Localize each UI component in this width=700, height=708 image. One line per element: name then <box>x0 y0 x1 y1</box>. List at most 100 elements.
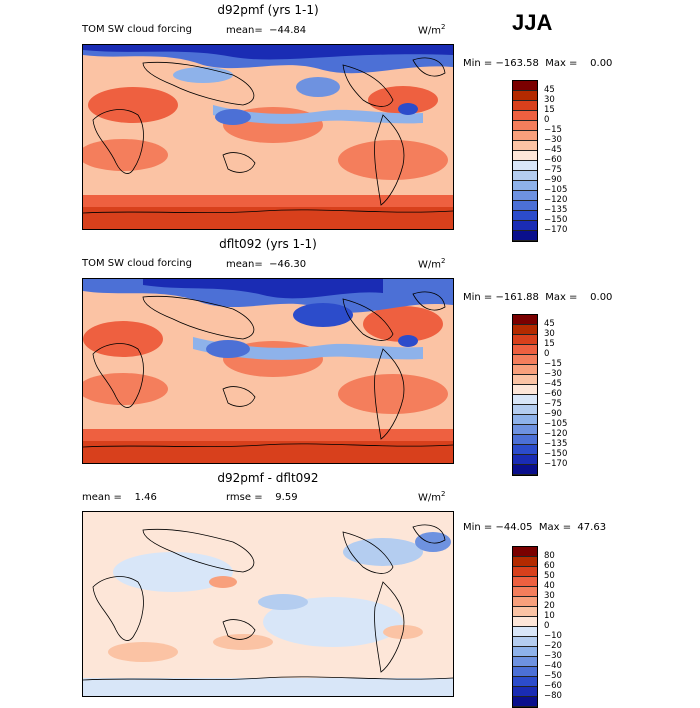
colorbar-swatch <box>513 607 537 617</box>
colorbar-swatch <box>513 577 537 587</box>
colorbar-swatch <box>513 637 537 647</box>
colorbar-level-label: 0 <box>544 115 550 125</box>
panel3-units: W/m2 <box>418 490 445 503</box>
colorbar-swatch <box>513 315 537 325</box>
colorbar-swatch <box>513 597 537 607</box>
colorbar-swatch <box>513 445 537 455</box>
units-text: W/m <box>418 259 441 271</box>
panel2-colorbar-labels: 45 30 15 0 −15 −30 −45 −60 −75 −90 −105 −120 −135 −15… <box>544 319 567 469</box>
colorbar-swatch <box>513 465 537 475</box>
colorbar-level-label: −120 <box>544 195 568 205</box>
colorbar-level-label: 40 <box>544 581 555 591</box>
panel1-colorbar-labels: 45 30 15 0 −15 −30 −45 −60 −75 −90 −105 −120 −135 −15… <box>544 85 567 235</box>
colorbar-level-label: 0 <box>544 621 550 631</box>
panel2-colorbar <box>512 314 538 476</box>
colorbar-swatch <box>513 345 537 355</box>
panel1-mean: mean= −44.84 <box>226 25 307 36</box>
colorbar-swatch <box>513 81 537 91</box>
panel1-map <box>82 44 454 230</box>
colorbar-swatch <box>513 547 537 557</box>
panel2-variable: TOM SW cloud forcing <box>82 258 192 269</box>
panel2-mean: mean= −46.30 <box>226 259 307 270</box>
colorbar-level-label: −135 <box>544 439 568 449</box>
units-exponent: 2 <box>441 490 446 498</box>
panel3-mean: mean = 1.46 <box>82 492 157 503</box>
colorbar-swatch <box>513 191 537 201</box>
panel1-colorbar <box>512 80 538 242</box>
panel2-title: dflt092 (yrs 1-1) <box>219 237 317 251</box>
colorbar-swatch <box>513 335 537 345</box>
colorbar-level-label: −15 <box>544 125 562 135</box>
colorbar-swatch <box>513 101 537 111</box>
colorbar-level-label: −75 <box>544 165 562 175</box>
colorbar-swatch <box>513 365 537 375</box>
colorbar-swatch <box>513 171 537 181</box>
panel3-map <box>82 511 454 697</box>
season-label: JJA <box>512 10 553 35</box>
panel3-colorbar <box>512 546 538 708</box>
panel2-units: W/m2 <box>418 257 445 270</box>
colorbar-swatch <box>513 647 537 657</box>
colorbar-swatch <box>513 151 537 161</box>
panel1-units: W/m2 <box>418 23 445 36</box>
colorbar-swatch <box>513 667 537 677</box>
colorbar-level-label: −105 <box>544 185 568 195</box>
units-exponent: 2 <box>441 23 446 31</box>
colorbar-level-label: −60 <box>544 155 562 165</box>
panel2-minmax: Min = −161.88 Max = 0.00 <box>463 292 613 303</box>
colorbar-level-label: −15 <box>544 359 562 369</box>
colorbar-level-label: 15 <box>544 339 555 349</box>
colorbar-swatch <box>513 375 537 385</box>
colorbar-level-label: −20 <box>544 641 562 651</box>
colorbar-swatch <box>513 415 537 425</box>
colorbar-level-label: −120 <box>544 429 568 439</box>
colorbar-swatch <box>513 455 537 465</box>
colorbar-level-label: 30 <box>544 591 555 601</box>
units-exponent: 2 <box>441 257 446 265</box>
colorbar-level-label: −45 <box>544 379 562 389</box>
colorbar-level-label: −80 <box>544 691 562 701</box>
colorbar-level-label: −30 <box>544 135 562 145</box>
units-text: W/m <box>418 492 441 504</box>
colorbar-level-label: 45 <box>544 319 555 329</box>
colorbar-swatch <box>513 405 537 415</box>
colorbar-swatch <box>513 395 537 405</box>
colorbar-level-label: −60 <box>544 389 562 399</box>
colorbar-level-label: 60 <box>544 561 555 571</box>
panel1-minmax: Min = −163.58 Max = 0.00 <box>463 58 613 69</box>
colorbar-level-label: 15 <box>544 105 555 115</box>
colorbar-level-label: −135 <box>544 205 568 215</box>
colorbar-swatch <box>513 325 537 335</box>
colorbar-swatch <box>513 211 537 221</box>
colorbar-swatch <box>513 141 537 151</box>
colorbar-level-label: −45 <box>544 145 562 155</box>
panel3-map-svg <box>83 512 453 696</box>
colorbar-swatch <box>513 91 537 101</box>
colorbar-level-label: 10 <box>544 611 555 621</box>
colorbar-level-label: 30 <box>544 95 555 105</box>
units-text: W/m <box>418 25 441 37</box>
panel1-title: d92pmf (yrs 1-1) <box>217 3 319 17</box>
colorbar-level-label: −170 <box>544 225 568 235</box>
colorbar-level-label: −170 <box>544 459 568 469</box>
panel3-rmse: rmse = 9.59 <box>226 492 298 503</box>
colorbar-level-label: −90 <box>544 409 562 419</box>
panel2-map-svg <box>83 279 453 463</box>
panel2-map <box>82 278 454 464</box>
panel1-map-svg <box>83 45 453 229</box>
colorbar-level-label: −75 <box>544 399 562 409</box>
colorbar-level-label: −150 <box>544 215 568 225</box>
colorbar-level-label: −40 <box>544 661 562 671</box>
colorbar-swatch <box>513 425 537 435</box>
colorbar-level-label: 45 <box>544 85 555 95</box>
colorbar-level-label: 30 <box>544 329 555 339</box>
panel3-title: d92pmf - dflt092 <box>217 471 319 485</box>
colorbar-swatch <box>513 677 537 687</box>
colorbar-swatch <box>513 355 537 365</box>
colorbar-level-label: 0 <box>544 349 550 359</box>
colorbar-level-label: −30 <box>544 651 562 661</box>
colorbar-level-label: 50 <box>544 571 555 581</box>
colorbar-swatch <box>513 161 537 171</box>
panel3-colorbar-labels: 80 60 50 40 30 20 10 0 −10 −20 −30 −40 −50 −60 −80 <box>544 551 562 701</box>
colorbar-swatch <box>513 435 537 445</box>
